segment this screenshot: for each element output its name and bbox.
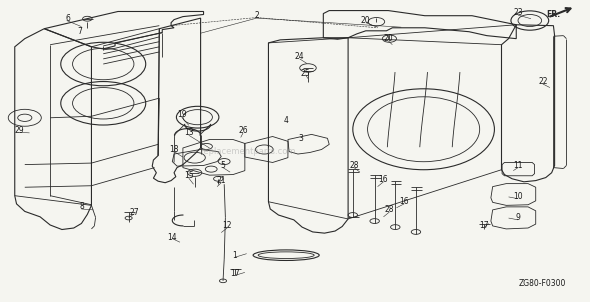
Text: 14: 14 [168, 233, 177, 242]
Text: 28: 28 [385, 205, 394, 214]
Text: 20: 20 [384, 34, 393, 43]
Text: FR.: FR. [546, 10, 560, 19]
Text: 28: 28 [349, 161, 359, 170]
Text: 18: 18 [169, 145, 179, 154]
Text: 26: 26 [238, 126, 248, 135]
Text: 27: 27 [130, 207, 139, 217]
Text: 5: 5 [221, 161, 225, 170]
Text: 21: 21 [217, 176, 226, 185]
Text: 17: 17 [230, 269, 240, 278]
Text: 13: 13 [184, 128, 194, 137]
Text: 17: 17 [479, 221, 489, 230]
Text: 25: 25 [301, 69, 310, 78]
Text: 6: 6 [65, 14, 70, 23]
Text: 19: 19 [177, 110, 186, 119]
Text: 23: 23 [513, 8, 523, 17]
Text: replacementparts.com: replacementparts.com [200, 146, 296, 156]
Text: 16: 16 [379, 175, 388, 184]
Text: 22: 22 [538, 77, 548, 86]
Text: 11: 11 [513, 161, 523, 170]
Text: 2: 2 [254, 11, 259, 20]
Text: 24: 24 [295, 52, 304, 61]
Text: 3: 3 [299, 134, 303, 143]
Text: 8: 8 [79, 202, 84, 211]
Text: 10: 10 [513, 192, 523, 201]
Text: ZG80-F0300: ZG80-F0300 [519, 279, 566, 288]
Text: 15: 15 [184, 171, 194, 180]
Text: 16: 16 [399, 197, 409, 206]
Text: 12: 12 [222, 221, 232, 230]
Text: 4: 4 [284, 116, 289, 125]
Text: 7: 7 [77, 27, 82, 36]
Text: 20: 20 [361, 16, 371, 25]
Text: 1: 1 [232, 251, 237, 260]
Text: 9: 9 [516, 213, 520, 222]
Text: 29: 29 [14, 126, 24, 135]
